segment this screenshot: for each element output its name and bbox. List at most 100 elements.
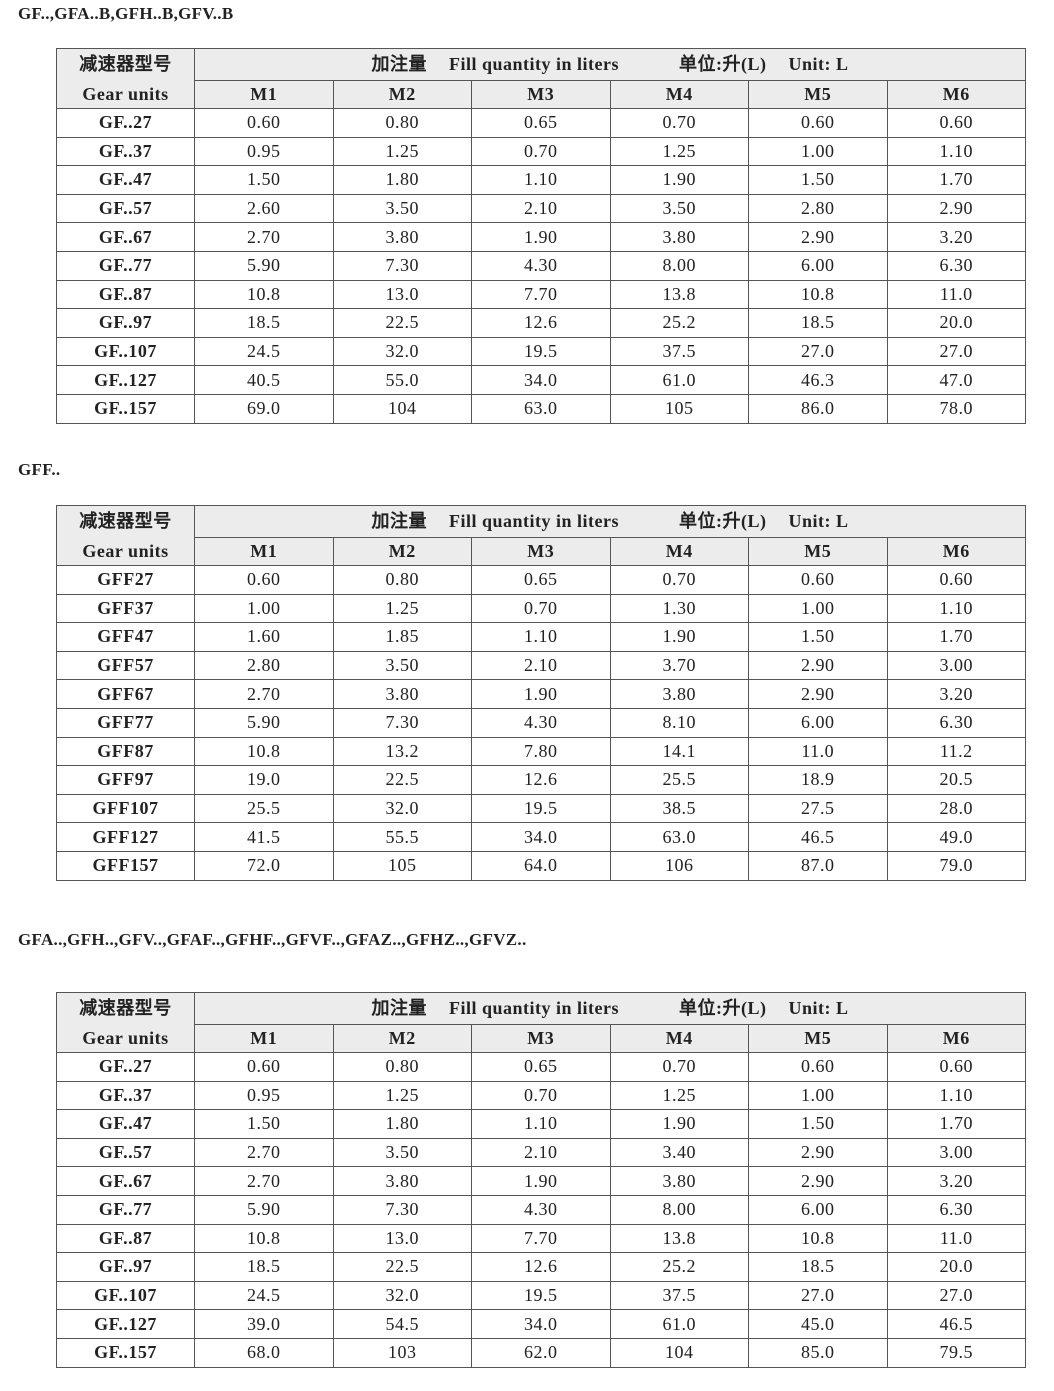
gear-unit-cell: GFF97 [56,765,195,795]
value-cell: 46.5 [886,1309,1026,1339]
gear-unit-cell: GFF157 [56,850,195,881]
value-cell: 63.0 [609,822,749,852]
value-cell: 3.50 [332,193,472,224]
gear-unit-cell: GF..27 [56,1052,195,1082]
value-cell: 22.5 [332,1252,472,1282]
table-row: GFF87 10.8 13.2 7.80 14.1 11.0 11.2 [56,736,1026,767]
header-row: 减速器型号 加注量 Fill quantity in liters 单位:升(L) Un… [56,992,1026,1025]
value-cell: 18.5 [748,308,888,338]
value-cell: 7.80 [471,736,611,767]
value-cell: 63.0 [471,393,611,424]
table-row: GFF97 19.0 22.5 12.6 25.5 18.9 20.5 [56,765,1026,795]
value-cell: 13.2 [332,736,472,767]
value-cell: 1.50 [748,622,888,652]
value-cell: 3.20 [886,1166,1026,1196]
value-cell: 2.70 [194,1137,334,1168]
table-row: GF..77 5.90 7.30 4.30 8.00 6.00 6.30 [56,1194,1026,1225]
unit-label-en: Unit: L [788,54,849,74]
value-cell: 7.70 [471,1223,611,1254]
value-cell: 46.3 [748,365,888,395]
gear-unit-cell: GFF107 [56,793,195,824]
column-header-m6: M6 [886,537,1026,566]
value-cell: 18.5 [748,1252,888,1282]
gear-units-header-cn: 减速器型号 [56,48,195,81]
column-header-row: Gear units M1 M2 M3 M4 M5 M6 [56,80,1026,109]
value-cell: 0.95 [194,136,334,167]
value-cell: 1.90 [471,679,611,709]
value-cell: 0.60 [194,108,334,138]
table-row: GFF77 5.90 7.30 4.30 8.10 6.00 6.30 [56,707,1026,738]
value-cell: 27.5 [748,793,888,824]
value-cell: 1.00 [748,136,888,167]
fill-label-cn: 加注量 [371,998,427,1018]
value-cell: 14.1 [609,736,749,767]
column-header-m6: M6 [886,1024,1026,1053]
value-cell: 34.0 [471,1309,611,1339]
value-cell: 22.5 [332,765,472,795]
gear-unit-cell: GF..107 [56,1280,195,1311]
header-row: 减速器型号 加注量 Fill quantity in liters 单位:升(L) Un… [56,505,1026,538]
gear-unit-cell: GF..157 [56,1337,195,1368]
column-header-m3: M3 [471,537,611,566]
gear-unit-cell: GFF127 [56,822,195,852]
value-cell: 0.60 [194,565,334,595]
value-cell: 1.10 [886,136,1026,167]
value-cell: 79.5 [886,1337,1026,1368]
value-cell: 27.0 [886,336,1026,367]
value-cell: 18.9 [748,765,888,795]
value-cell: 105 [332,850,472,881]
gear-units-header-en: Gear units [56,537,195,566]
value-cell: 2.90 [748,1166,888,1196]
unit-label-cn: 单位:升(L) [679,54,767,74]
value-cell: 105 [609,393,749,424]
unit-label-en: Unit: L [788,998,849,1018]
value-cell: 2.80 [194,650,334,681]
value-cell: 3.80 [332,222,472,252]
value-cell: 1.25 [609,1080,749,1111]
value-cell: 55.5 [332,822,472,852]
value-cell: 0.65 [471,108,611,138]
value-cell: 3.80 [332,679,472,709]
value-cell: 62.0 [471,1337,611,1368]
column-header-m3: M3 [471,80,611,109]
table-row: GFF57 2.80 3.50 2.10 3.70 2.90 3.00 [56,650,1026,681]
value-cell: 0.95 [194,1080,334,1111]
value-cell: 12.6 [471,1252,611,1282]
column-header-m3: M3 [471,1024,611,1053]
value-cell: 1.50 [748,165,888,195]
value-cell: 0.60 [886,1052,1026,1082]
value-cell: 38.5 [609,793,749,824]
value-cell: 0.70 [609,565,749,595]
value-cell: 4.30 [471,1194,611,1225]
value-cell: 1.10 [886,593,1026,624]
value-cell: 0.60 [886,108,1026,138]
value-cell: 2.60 [194,193,334,224]
value-cell: 25.5 [194,793,334,824]
value-cell: 11.0 [886,279,1026,310]
gear-unit-cell: GFF47 [56,622,195,652]
fill-quantity-header: 加注量 Fill quantity in liters 单位:升(L) Unit: L [194,992,1026,1025]
column-header-m5: M5 [748,537,888,566]
value-cell: 3.20 [886,222,1026,252]
value-cell: 7.30 [332,1194,472,1225]
value-cell: 4.30 [471,707,611,738]
gear-unit-cell: GFF27 [56,565,195,595]
value-cell: 6.00 [748,250,888,281]
value-cell: 69.0 [194,393,334,424]
column-header-m1: M1 [194,80,334,109]
value-cell: 32.0 [332,793,472,824]
value-cell: 18.5 [194,308,334,338]
value-cell: 0.70 [609,1052,749,1082]
value-cell: 3.00 [886,1137,1026,1168]
table-row: GF..47 1.50 1.80 1.10 1.90 1.50 1.70 [56,165,1026,195]
value-cell: 40.5 [194,365,334,395]
gear-unit-cell: GFF57 [56,650,195,681]
value-cell: 12.6 [471,765,611,795]
gear-units-header-en: Gear units [56,80,195,109]
value-cell: 2.90 [886,193,1026,224]
table-row: GF..77 5.90 7.30 4.30 8.00 6.00 6.30 [56,250,1026,281]
value-cell: 2.70 [194,222,334,252]
value-cell: 11.0 [748,736,888,767]
gear-unit-cell: GF..77 [56,1194,195,1225]
column-header-m1: M1 [194,1024,334,1053]
